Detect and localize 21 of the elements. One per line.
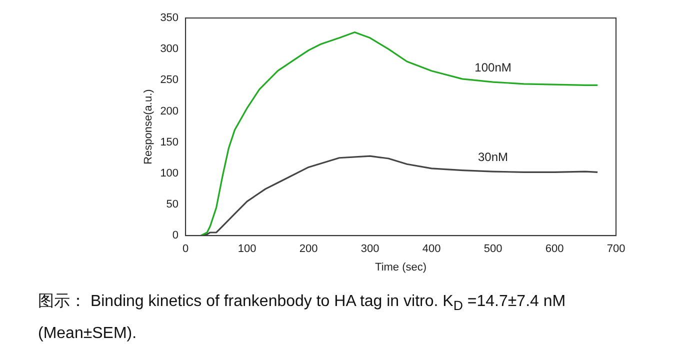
- x-tick-label: 700: [606, 243, 626, 256]
- x-tick-label: 0: [182, 243, 189, 256]
- x-tick-label: 500: [484, 243, 502, 256]
- y-tick-label: 50: [166, 198, 179, 211]
- y-tick-label: 0: [172, 230, 179, 242]
- series-label: 100nM: [474, 60, 512, 74]
- y-tick-label: 250: [160, 74, 179, 86]
- y-tick-label: 200: [160, 105, 179, 118]
- x-tick-label: 300: [360, 243, 380, 256]
- x-tick-label: 600: [545, 243, 564, 256]
- x-axis-title: Time (sec): [375, 261, 427, 274]
- y-tick-label: 150: [160, 136, 179, 148]
- x-tick-label: 400: [422, 243, 441, 256]
- y-tick-label: 350: [160, 12, 179, 24]
- y-tick-label: 100: [160, 167, 179, 180]
- y-axis-title: Response(a.u.): [142, 89, 155, 164]
- x-tick-label: 100: [238, 243, 256, 256]
- y-tick-label: 300: [160, 43, 179, 56]
- series-label: 30nM: [478, 150, 508, 164]
- text: 图示： Binding kinetics of frankenbody to HA tag in vitro. K$_{D}$ =14.7±7.4 nM (Mean±SEM).: [38, 293, 566, 342]
- x-tick-label: 200: [299, 243, 318, 256]
